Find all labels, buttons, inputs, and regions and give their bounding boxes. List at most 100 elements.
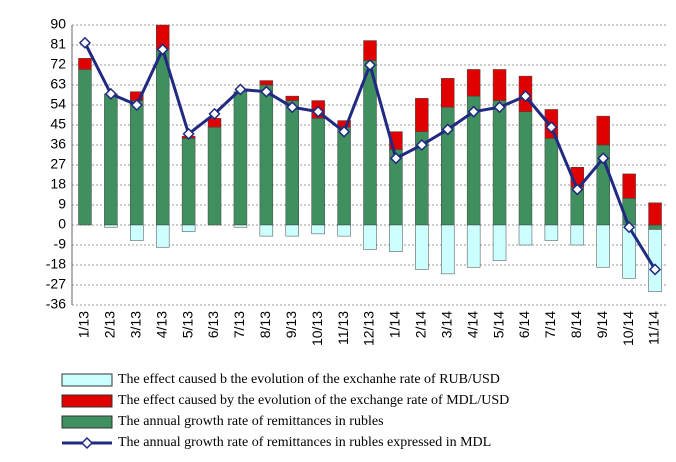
y-tick-label: 90 xyxy=(50,16,66,32)
bar-segment xyxy=(544,138,559,226)
line-marker xyxy=(519,90,532,103)
y-tick-label: 63 xyxy=(50,76,66,92)
line-marker xyxy=(389,152,402,165)
bar-segment xyxy=(285,224,299,237)
bar-segment xyxy=(518,111,533,226)
x-tick-label: 12/13 xyxy=(361,311,377,346)
bar-segment xyxy=(130,224,144,241)
line-marker xyxy=(648,263,662,276)
x-tick-label: 9/14 xyxy=(594,311,610,338)
bar-segment xyxy=(389,224,403,252)
y-tick-label: 54 xyxy=(50,96,66,112)
bar-segment xyxy=(492,224,507,261)
bar-segment xyxy=(311,118,325,226)
x-tick-label: 2/13 xyxy=(102,311,118,338)
line-marker xyxy=(597,152,610,165)
x-tick-label: 1/13 xyxy=(76,311,92,338)
bar-segment xyxy=(596,224,610,268)
line-marker xyxy=(104,87,117,100)
legend-label: The effect caused b the evolution of the… xyxy=(118,372,500,387)
bar-segment xyxy=(104,224,118,228)
x-tick-label: 10/13 xyxy=(309,311,325,346)
bar-segment xyxy=(570,224,585,246)
bar-segment xyxy=(311,224,325,235)
bar-segment xyxy=(622,173,636,199)
bar-segment xyxy=(441,78,455,108)
line-marker xyxy=(441,123,454,136)
legend-swatch xyxy=(61,394,113,408)
line-marker xyxy=(545,121,558,134)
legend-marker xyxy=(80,436,94,450)
line-marker xyxy=(623,221,636,234)
x-tick-label: 5/14 xyxy=(490,311,506,338)
bar-segment xyxy=(337,126,351,226)
y-tick-label: 0 xyxy=(58,216,66,232)
bar-segment xyxy=(155,224,170,248)
x-tick-label: 7/14 xyxy=(542,311,558,338)
bar-segment xyxy=(441,224,455,275)
x-tick-label: 9/13 xyxy=(283,311,299,338)
bar-segment xyxy=(259,84,274,226)
bar-segment xyxy=(181,138,196,226)
line-marker xyxy=(467,105,480,118)
y-tick-label: 18 xyxy=(50,176,66,192)
bar-segment xyxy=(363,40,377,61)
bar-segment xyxy=(78,69,92,226)
line-marker xyxy=(156,43,169,56)
bar-segment xyxy=(78,58,92,70)
line-marker xyxy=(78,36,92,49)
line-marker xyxy=(493,101,506,114)
legend-swatch xyxy=(61,373,113,387)
y-tick-label: 45 xyxy=(50,116,66,132)
y-tick-label: 72 xyxy=(50,56,66,72)
x-tick-label: 1/14 xyxy=(387,311,403,338)
line-marker xyxy=(260,85,273,98)
x-tick-label: 4/13 xyxy=(153,311,169,338)
bar-segment xyxy=(233,91,248,226)
line-marker xyxy=(286,101,299,114)
x-tick-label: 6/14 xyxy=(516,311,532,338)
bar-segment xyxy=(155,49,170,226)
bar-segment xyxy=(415,224,429,270)
bar-segment xyxy=(207,126,222,226)
bar-segment xyxy=(648,202,662,226)
legend-label: The effect caused by the evolution of th… xyxy=(118,393,509,408)
x-tick-label: 10/14 xyxy=(620,311,636,346)
line-marker xyxy=(571,183,584,196)
bar-segment xyxy=(285,95,299,101)
bar-segment xyxy=(337,224,351,237)
line-marker xyxy=(338,125,351,138)
bar-segment xyxy=(285,100,299,226)
y-tick-label: -18 xyxy=(46,256,66,272)
bar-segment xyxy=(130,100,144,226)
x-tick-label: 5/13 xyxy=(179,311,195,338)
legend-label: The annual growth rate of remittances in… xyxy=(118,414,384,429)
line-marker xyxy=(363,58,377,72)
legend-swatch xyxy=(61,415,113,429)
bar-segment xyxy=(466,69,481,97)
x-tick-label: 8/14 xyxy=(568,311,584,338)
bar-segment xyxy=(259,80,274,86)
x-tick-label: 3/13 xyxy=(127,311,143,338)
bar-segment xyxy=(181,224,196,232)
y-tick-label: -36 xyxy=(46,296,66,312)
x-tick-label: 7/13 xyxy=(231,311,247,338)
y-tick-label: -9 xyxy=(54,236,67,252)
bar-segment xyxy=(363,224,377,250)
x-tick-label: 11/13 xyxy=(335,311,351,345)
bar-segment xyxy=(466,224,481,268)
bar-segment xyxy=(259,224,274,237)
bar-segment xyxy=(415,98,429,132)
bar-segment xyxy=(104,93,118,226)
bar-segment xyxy=(596,115,610,146)
bar-segment xyxy=(492,100,507,226)
x-tick-label: 8/13 xyxy=(257,311,273,338)
line-marker xyxy=(234,83,247,96)
line-marker xyxy=(312,105,325,118)
line-marker xyxy=(415,138,428,152)
bar-segment xyxy=(518,224,533,246)
x-tick-label: 6/13 xyxy=(205,311,221,338)
line-marker xyxy=(208,107,221,120)
y-tick-label: 9 xyxy=(58,196,66,212)
